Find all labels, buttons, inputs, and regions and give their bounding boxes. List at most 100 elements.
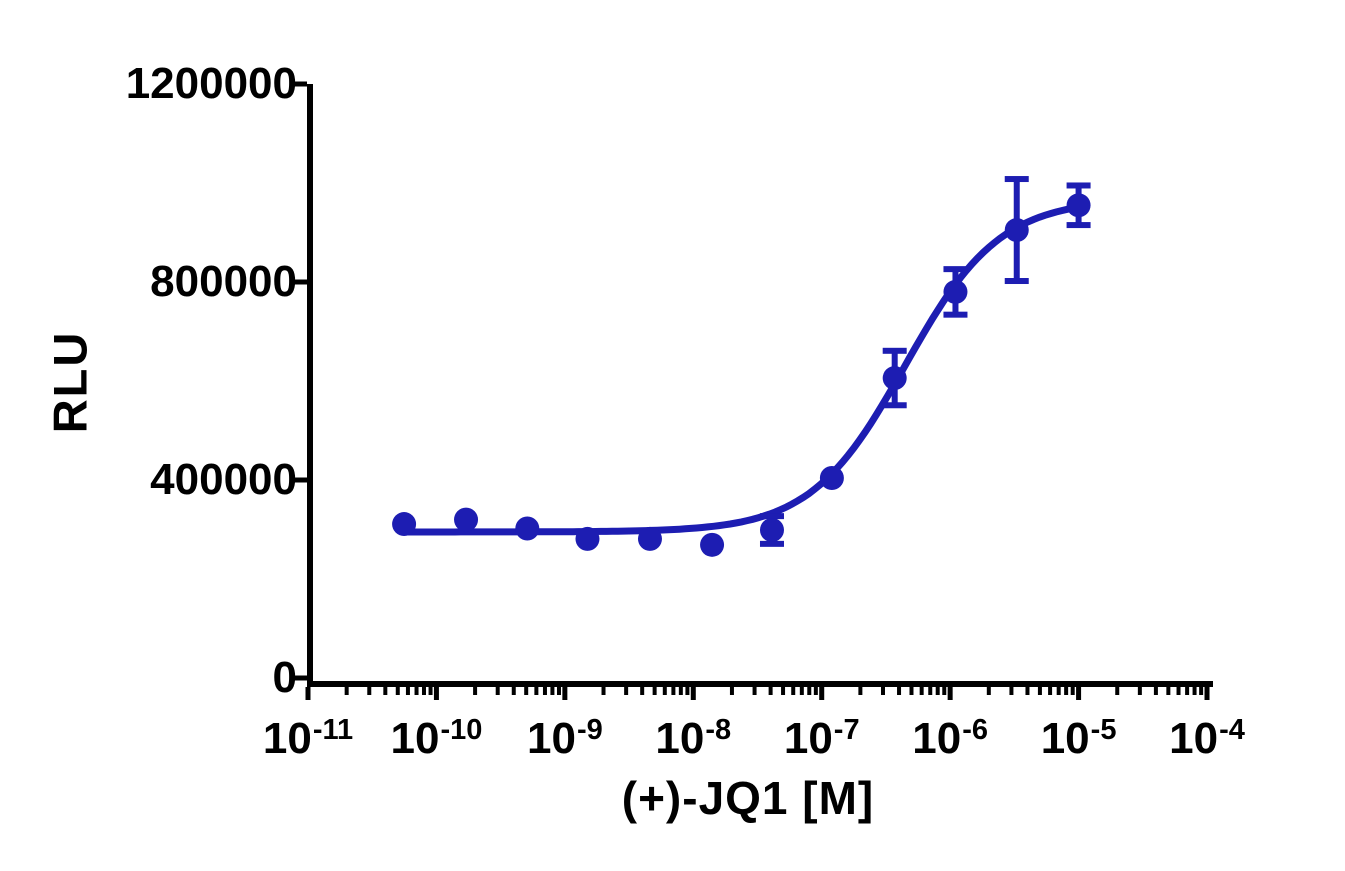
error-bar-cap-bottom [882,402,907,409]
x-tick-label: 10-10 [390,714,483,763]
x-tick-label: 10-7 [783,714,860,763]
data-point [1066,193,1091,218]
data-point [637,526,662,551]
x-major-tick [305,687,311,700]
x-minor-tick [1153,687,1158,695]
error-bar-cap-bottom [943,311,968,318]
x-major-tick [1204,687,1210,700]
fit-curve [400,203,1083,536]
x-tick-label: 10-6 [912,714,989,763]
x-major-tick [1076,687,1082,700]
data-point [1004,218,1029,243]
x-minor-tick [542,687,547,695]
x-minor-tick [942,687,947,695]
y-tick [292,81,307,87]
y-axis-line [307,84,313,687]
x-tick-label: 10-11 [262,714,354,763]
y-tick-label: 800000 [150,257,297,306]
x-minor-tick [601,687,606,695]
y-tick [292,675,307,681]
x-minor-tick [799,687,804,695]
x-minor-tick [652,687,657,695]
x-minor-tick [1064,687,1069,695]
x-minor-tick [534,687,539,695]
x-minor-tick [421,687,426,695]
x-minor-tick [1166,687,1171,695]
x-minor-tick [414,687,419,695]
y-tick-label: 1200000 [125,59,297,108]
x-minor-tick [383,687,388,695]
y-tick-label: 400000 [150,455,297,504]
x-minor-tick [1185,687,1190,695]
x-minor-tick [909,687,914,695]
x-major-tick [433,687,439,700]
x-minor-tick [1192,687,1197,695]
x-minor-tick [473,687,478,695]
x-minor-tick [495,687,500,695]
x-minor-tick [768,687,773,695]
x-minor-tick [1037,687,1042,695]
x-minor-tick [791,687,796,695]
x-minor-tick [935,687,940,695]
data-point [515,516,540,541]
x-tick-label: 10-9 [526,714,603,763]
x-minor-tick [344,687,349,695]
x-minor-tick [428,687,433,695]
x-minor-tick [556,687,561,695]
x-minor-tick [1137,687,1142,695]
x-minor-tick [986,687,991,695]
error-bar-cap-top [943,266,968,273]
x-tick-label: 10-8 [655,714,732,763]
y-tick [292,279,307,285]
error-bar-cap-top [1004,176,1029,183]
x-major-tick [690,687,696,700]
x-tick-label: 10-5 [1040,714,1117,763]
x-minor-tick [781,687,786,695]
x-minor-tick [1048,687,1053,695]
x-minor-tick [1199,687,1204,695]
x-minor-tick [1009,687,1014,695]
x-minor-tick [395,687,400,695]
x-minor-tick [624,687,629,695]
error-bar-cap-bottom [1004,278,1029,285]
x-minor-tick [1115,687,1120,695]
x-minor-tick [640,687,645,695]
data-point [882,366,907,391]
data-point [392,512,417,537]
x-minor-tick [550,687,555,695]
x-major-tick [947,687,953,700]
x-minor-tick [405,687,410,695]
x-minor-tick [678,687,683,695]
x-major-tick [562,687,568,700]
x-minor-tick [511,687,516,695]
data-point [700,532,725,557]
x-axis-title: (+)-JQ1 [M] [621,772,875,824]
y-tick [292,477,307,483]
data-point [943,279,968,304]
x-minor-tick [813,687,818,695]
data-point [575,526,600,551]
error-bar-cap-top [759,513,784,520]
x-minor-tick [729,687,734,695]
y-tick-label: 0 [272,653,297,702]
x-minor-tick [1056,687,1061,695]
x-axis-line [307,681,1213,687]
x-minor-tick [1025,687,1030,695]
y-axis-title: RLU [43,330,97,434]
data-point [454,507,479,532]
data-point [759,517,784,542]
x-minor-tick [897,687,902,695]
x-minor-tick [1176,687,1181,695]
error-bar-cap-bottom [759,540,784,547]
x-tick-label: 10-4 [1169,714,1245,763]
x-minor-tick [367,687,372,695]
x-minor-tick [807,687,812,695]
x-minor-tick [928,687,933,695]
error-bar-cap-bottom [1066,222,1091,229]
x-minor-tick [524,687,529,695]
x-minor-tick [919,687,924,695]
x-minor-tick [880,687,885,695]
error-bar-cap-top [882,347,907,354]
